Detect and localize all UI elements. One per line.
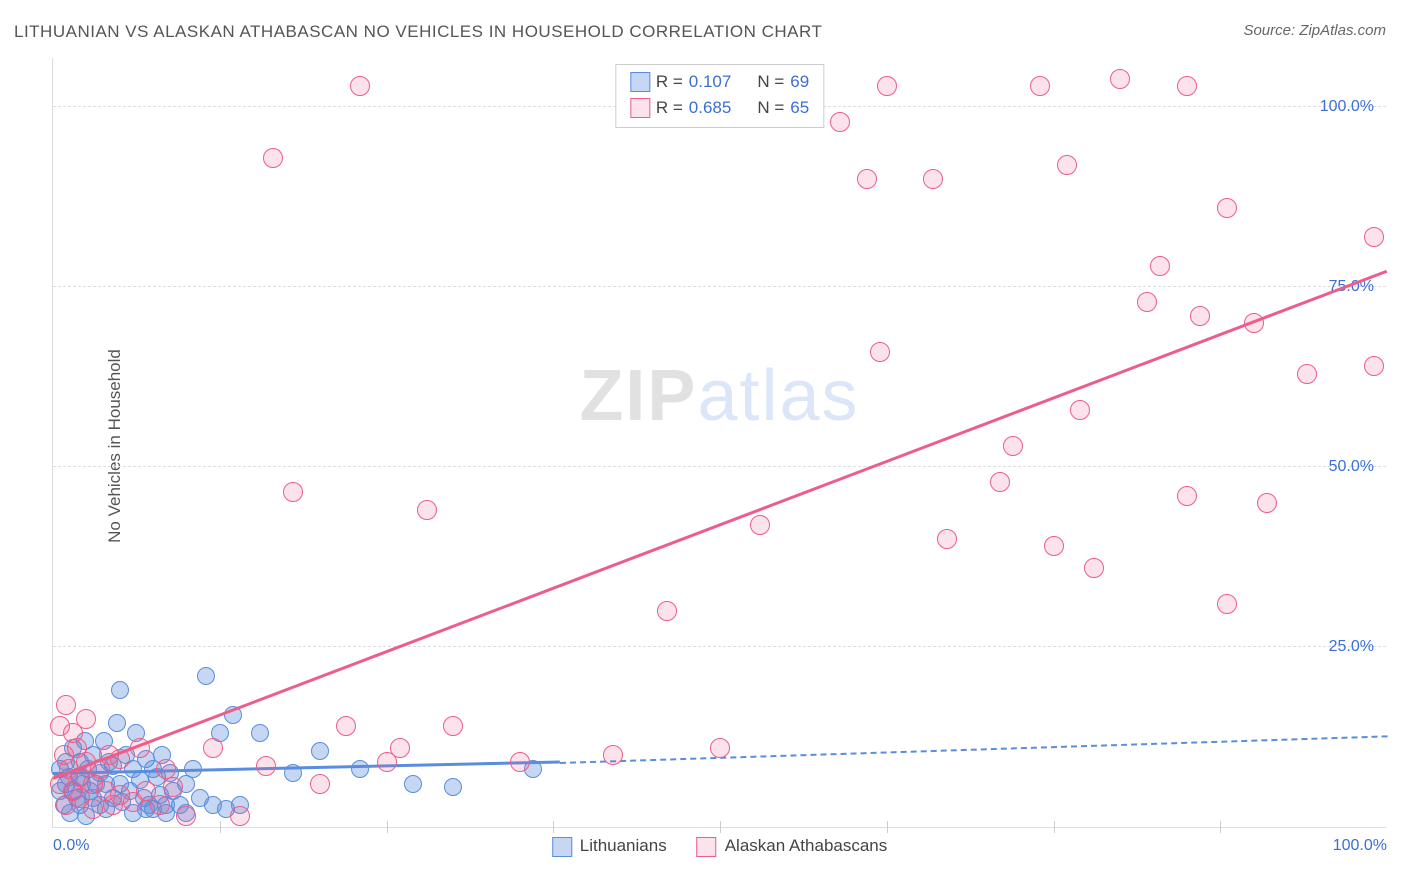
data-point xyxy=(1297,364,1317,384)
data-point xyxy=(710,738,730,758)
gridline xyxy=(53,646,1386,647)
data-point xyxy=(1150,256,1170,276)
data-point xyxy=(857,169,877,189)
data-point xyxy=(1257,493,1277,513)
data-point xyxy=(230,806,250,826)
trendline xyxy=(52,270,1387,780)
legend-item: Lithuanians xyxy=(552,836,667,857)
data-point xyxy=(108,714,126,732)
legend-label: Lithuanians xyxy=(580,836,667,855)
data-point xyxy=(877,76,897,96)
watermark-atlas: atlas xyxy=(697,356,859,436)
data-point xyxy=(176,806,196,826)
data-point xyxy=(1070,400,1090,420)
legend-row: R = 0.685 N = 65 xyxy=(630,95,809,121)
data-point xyxy=(203,738,223,758)
chart-title: LITHUANIAN VS ALASKAN ATHABASCAN NO VEHI… xyxy=(14,22,822,42)
legend-swatch xyxy=(630,72,650,92)
n-label: N = xyxy=(757,95,784,121)
data-point xyxy=(336,716,356,736)
data-point xyxy=(1364,356,1384,376)
gridline xyxy=(53,286,1386,287)
data-point xyxy=(150,795,170,815)
data-point xyxy=(1177,76,1197,96)
source-label: Source: ZipAtlas.com xyxy=(1243,22,1386,39)
data-point xyxy=(263,148,283,168)
legend-row: R = 0.107 N = 69 xyxy=(630,69,809,95)
data-point xyxy=(830,112,850,132)
x-tick xyxy=(720,821,721,833)
data-point xyxy=(750,515,770,535)
data-point xyxy=(1177,486,1197,506)
data-point xyxy=(350,76,370,96)
data-point xyxy=(311,742,329,760)
x-tick xyxy=(220,821,221,833)
data-point xyxy=(1084,558,1104,578)
legend-swatch xyxy=(630,98,650,118)
data-point xyxy=(1030,76,1050,96)
n-label: N = xyxy=(757,69,784,95)
legend-swatch xyxy=(697,837,717,857)
r-value: 0.107 xyxy=(689,69,732,95)
correlation-legend: R = 0.107 N = 69 R = 0.685 N = 65 xyxy=(615,64,824,128)
data-point xyxy=(937,529,957,549)
n-value: 65 xyxy=(790,95,809,121)
watermark-zip: ZIP xyxy=(579,356,697,436)
data-point xyxy=(1003,436,1023,456)
data-point xyxy=(111,681,129,699)
data-point xyxy=(1217,198,1237,218)
data-point xyxy=(870,342,890,362)
data-point xyxy=(510,752,530,772)
data-point xyxy=(1057,155,1077,175)
data-point xyxy=(56,695,76,715)
data-point xyxy=(417,500,437,520)
data-point xyxy=(76,709,96,729)
data-point xyxy=(1044,536,1064,556)
data-point xyxy=(404,775,422,793)
r-label: R = xyxy=(656,69,683,95)
data-point xyxy=(1217,594,1237,614)
data-point xyxy=(310,774,330,794)
data-point xyxy=(256,756,276,776)
y-tick-label: 75.0% xyxy=(1329,278,1374,296)
legend-item: Alaskan Athabascans xyxy=(697,836,888,857)
data-point xyxy=(390,738,410,758)
legend-swatch xyxy=(552,837,572,857)
gridline xyxy=(53,466,1386,467)
data-point xyxy=(1110,69,1130,89)
data-point xyxy=(197,667,215,685)
data-point xyxy=(1364,227,1384,247)
x-tick xyxy=(1220,821,1221,833)
scatter-plot: ZIPatlas R = 0.107N = 69R = 0.685N = 65 … xyxy=(52,58,1386,828)
y-tick-label: 25.0% xyxy=(1329,638,1374,656)
data-point xyxy=(351,760,369,778)
data-point xyxy=(1137,292,1157,312)
data-point xyxy=(83,799,103,819)
x-tick xyxy=(553,821,554,833)
data-point xyxy=(603,745,623,765)
x-tick xyxy=(1054,821,1055,833)
watermark: ZIPatlas xyxy=(579,355,859,437)
data-point xyxy=(923,169,943,189)
x-tick xyxy=(387,821,388,833)
data-point xyxy=(251,724,269,742)
data-point xyxy=(443,716,463,736)
x-tick xyxy=(887,821,888,833)
data-point xyxy=(444,778,462,796)
r-value: 0.685 xyxy=(689,95,732,121)
n-value: 69 xyxy=(790,69,809,95)
y-tick-label: 50.0% xyxy=(1329,458,1374,476)
legend-label: Alaskan Athabascans xyxy=(725,836,888,855)
trendline xyxy=(560,735,1387,764)
data-point xyxy=(990,472,1010,492)
data-point xyxy=(657,601,677,621)
x-tick-label: 100.0% xyxy=(1333,837,1387,855)
data-point xyxy=(163,777,183,797)
data-point xyxy=(1190,306,1210,326)
y-tick-label: 100.0% xyxy=(1320,98,1374,116)
r-label: R = xyxy=(656,95,683,121)
data-point xyxy=(283,482,303,502)
x-tick-label: 0.0% xyxy=(53,837,89,855)
series-legend: Lithuanians Alaskan Athabascans xyxy=(552,836,888,857)
